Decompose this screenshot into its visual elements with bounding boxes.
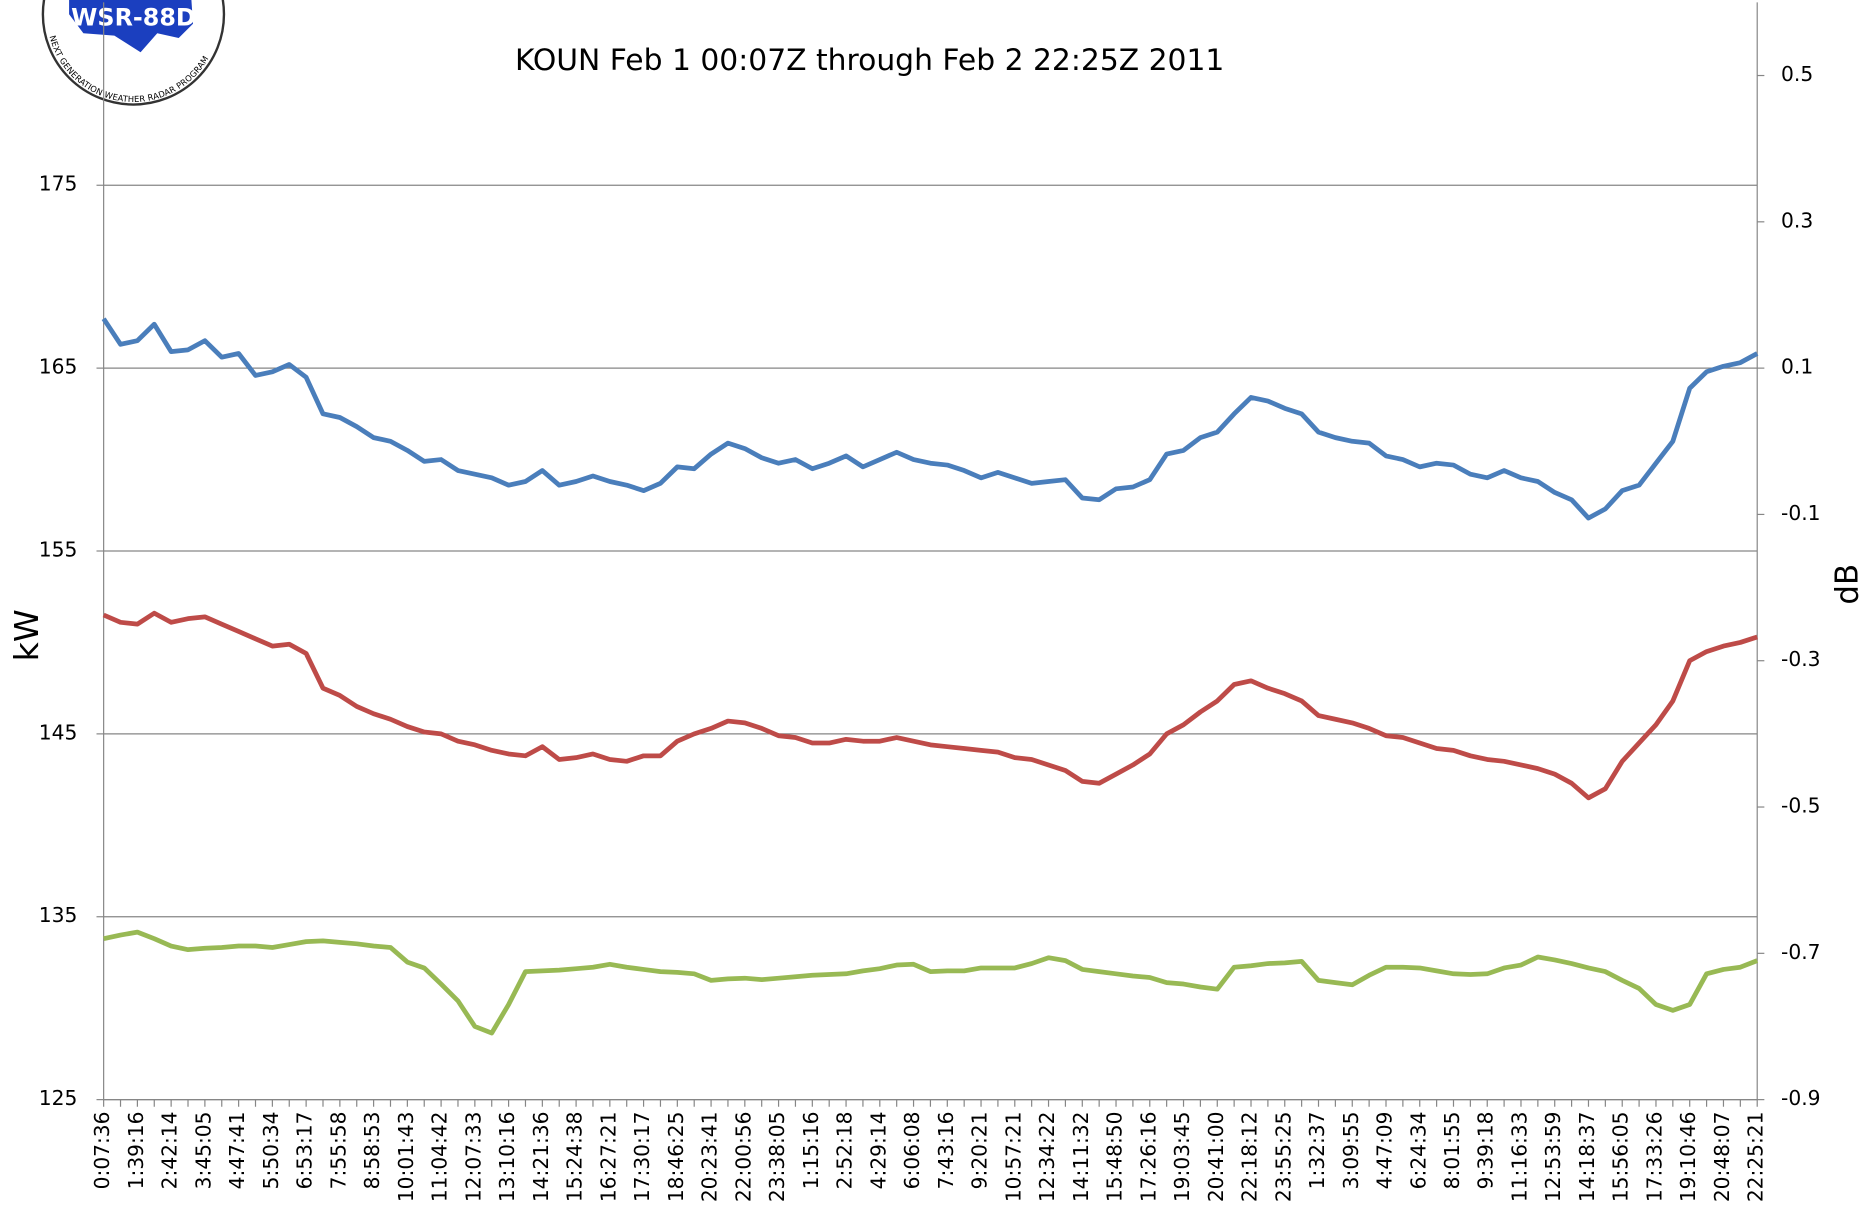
x-tick-label: 7:55:58: [326, 1112, 350, 1190]
x-tick-label: 20:41:00: [1204, 1112, 1228, 1203]
series-line: [102, 610, 1758, 801]
y-axis-title: kW: [7, 609, 46, 661]
x-tick-label: 22:18:12: [1237, 1112, 1261, 1203]
x-tick-label: 20:23:41: [698, 1112, 722, 1203]
x-tick-label: 22:25:21: [1744, 1112, 1768, 1203]
x-tick-label: 20:48:07: [1710, 1112, 1734, 1203]
x-tick-label: 11:04:42: [428, 1112, 452, 1203]
y2-tick-label: -0.3: [1781, 647, 1821, 671]
x-tick-label: 0:07:36: [90, 1112, 114, 1190]
series-line: [103, 929, 1759, 1036]
x-tick-label: 2:42:14: [158, 1112, 182, 1190]
x-tick-label: 8:01:55: [1440, 1112, 1464, 1190]
x-tick-label: 10:57:21: [1001, 1112, 1025, 1203]
x-tick-label: 13:10:16: [495, 1112, 519, 1203]
x-tick-label: 5:50:34: [259, 1112, 283, 1190]
x-tick-label: 14:11:32: [1069, 1112, 1093, 1203]
x-tick-label: 12:34:22: [1035, 1112, 1059, 1203]
y-tick-label: 135: [39, 903, 78, 927]
series-line: [101, 317, 1759, 521]
y2-tick-label: -0.1: [1781, 501, 1821, 525]
x-tick-label: 6:24:34: [1406, 1112, 1430, 1190]
x-tick-label: 22:00:56: [731, 1112, 755, 1203]
logo-title: WSR-88D: [71, 4, 195, 32]
x-tick-label: 11:16:33: [1507, 1112, 1531, 1203]
x-tick-label: 15:56:05: [1609, 1112, 1633, 1203]
x-tick-label: 23:55:25: [1271, 1112, 1295, 1203]
x-tick-label: 10:01:43: [394, 1112, 418, 1203]
x-tick-label: 1:32:37: [1305, 1112, 1329, 1190]
y-tick-label: 155: [39, 538, 78, 562]
x-tick-label: 18:46:25: [664, 1112, 688, 1203]
x-tick-label: 1:15:16: [799, 1112, 823, 1190]
y2-tick-label: -0.7: [1781, 940, 1821, 964]
y-tick-label: 145: [39, 720, 78, 744]
x-tick-label: 2:52:18: [833, 1112, 857, 1190]
x-tick-label: 9:39:18: [1474, 1112, 1498, 1190]
x-tick-label: 19:03:45: [1170, 1112, 1194, 1203]
x-tick-label: 19:10:46: [1676, 1112, 1700, 1203]
chart-title: KOUN Feb 1 00:07Z through Feb 2 22:25Z 2…: [515, 43, 1224, 78]
x-tick-label: 6:06:08: [900, 1112, 924, 1190]
y2-tick-label: 0.3: [1781, 208, 1813, 232]
x-tick-label: 8:58:53: [360, 1112, 384, 1190]
x-tick-label: 3:09:55: [1339, 1112, 1363, 1190]
x-tick-label: 12:07:33: [461, 1112, 485, 1203]
x-tick-label: 15:24:38: [563, 1112, 587, 1203]
x-tick-label: 14:21:36: [529, 1112, 553, 1203]
y-tick-label: 125: [39, 1086, 78, 1110]
x-tick-label: 15:48:50: [1103, 1112, 1127, 1203]
y2-tick-label: 0.5: [1781, 62, 1813, 86]
y-tick-label: 175: [39, 172, 78, 196]
x-tick-label: 9:20:21: [968, 1112, 992, 1190]
x-tick-label: 3:45:05: [191, 1112, 215, 1190]
y2-axis-title: dB: [1829, 564, 1865, 605]
logo-map: [69, 0, 193, 53]
x-tick-label: 6:53:17: [293, 1112, 317, 1190]
y2-tick-label: -0.5: [1781, 794, 1821, 818]
y2-tick-label: 0.1: [1781, 355, 1813, 379]
x-tick-label: 1:39:16: [124, 1112, 148, 1190]
x-tick-label: 17:26:16: [1136, 1112, 1160, 1203]
logo: WSR-88D NEXT GENERATION WEATHER RADAR PR…: [41, 0, 226, 106]
x-tick-label: 16:27:21: [596, 1112, 620, 1203]
x-tick-label: 14:18:37: [1575, 1112, 1599, 1203]
y-tick-label: 165: [39, 355, 78, 379]
y2-tick-label: -0.9: [1781, 1086, 1821, 1110]
x-tick-label: 17:30:17: [630, 1112, 654, 1203]
x-tick-label: 23:38:05: [765, 1112, 789, 1203]
x-tick-label: 12:53:59: [1541, 1112, 1565, 1203]
x-tick-label: 4:47:41: [225, 1112, 249, 1190]
x-tick-label: 17:33:26: [1642, 1112, 1666, 1203]
x-tick-label: 4:29:14: [866, 1112, 890, 1190]
x-tick-label: 4:47:09: [1372, 1112, 1396, 1190]
x-tick-label: 7:43:16: [934, 1112, 958, 1190]
